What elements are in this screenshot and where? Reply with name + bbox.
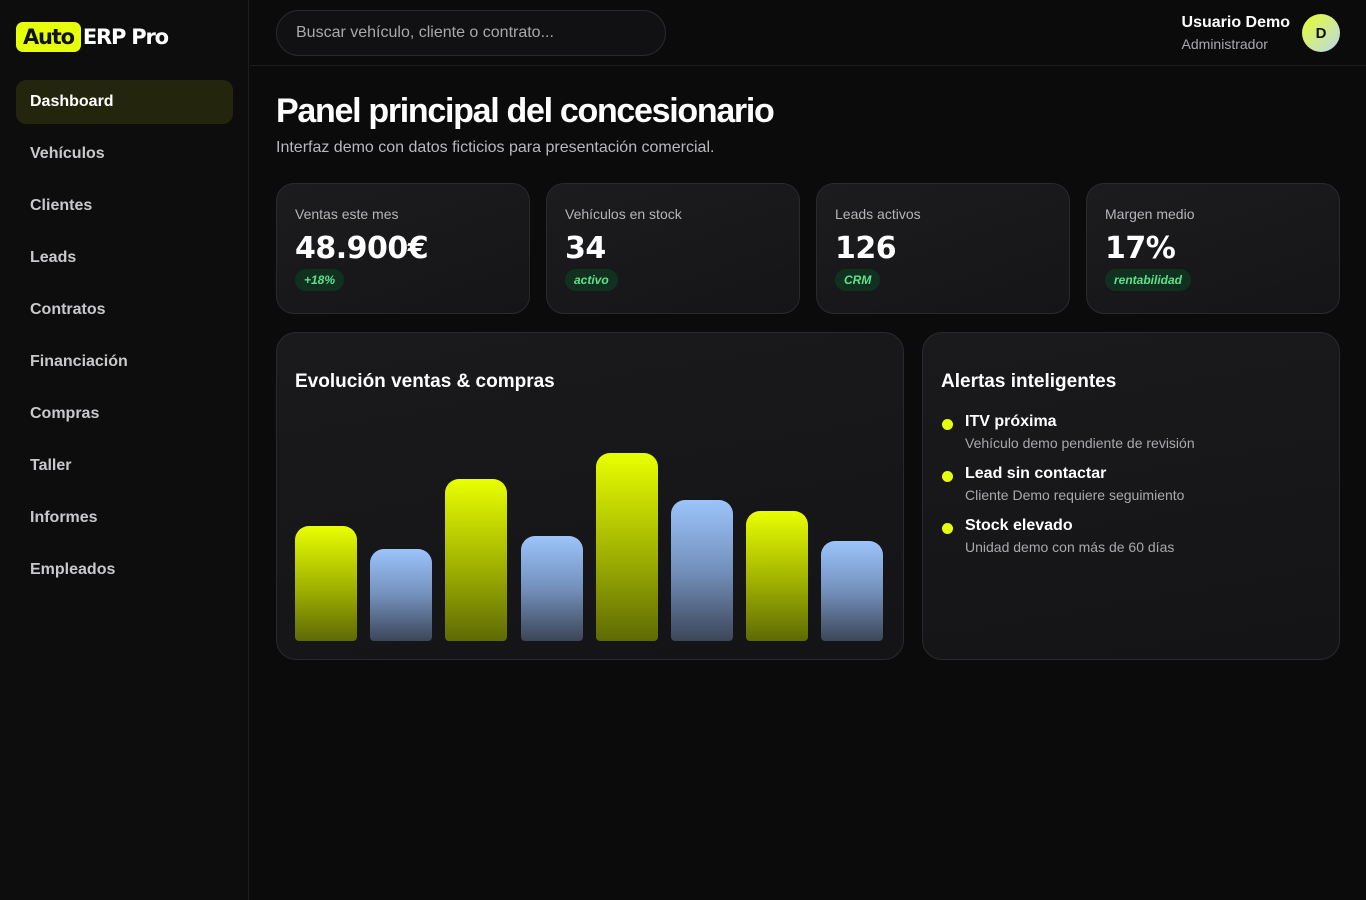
sidebar-nav: Dashboard Vehículos Clientes Leads Contr… bbox=[16, 80, 233, 600]
stat-card-leads[interactable]: Leads activos 126 CRM bbox=[816, 183, 1070, 314]
sidebar-item-financiacion[interactable]: Financiación bbox=[30, 353, 128, 370]
bar-purchases-2[interactable] bbox=[370, 549, 433, 641]
alert-title: Lead sin contactar bbox=[965, 465, 1107, 482]
stat-value: 17% bbox=[1105, 231, 1176, 266]
topbar: Usuario Demo Administrador bbox=[250, 0, 1366, 66]
stat-badge: rentabilidad bbox=[1105, 269, 1192, 291]
sidebar-item-compras[interactable]: Compras bbox=[30, 405, 100, 422]
stat-value: 34 bbox=[565, 231, 606, 266]
page-subtitle: Interfaz demo con datos ficticios para p… bbox=[276, 139, 715, 156]
sidebar-item-dashboard[interactable]: Dashboard bbox=[16, 80, 233, 124]
user-name: Usuario Demo bbox=[1181, 14, 1290, 31]
sidebar-item-leads[interactable]: Leads bbox=[30, 249, 77, 266]
alert-desc: Unidad demo con más de 60 días bbox=[965, 539, 1175, 555]
alerts-panel: Alertas inteligentes ITV próxima Vehícul… bbox=[922, 332, 1340, 660]
alert-item[interactable]: Lead sin contactar Cliente Demo requiere… bbox=[941, 465, 1321, 517]
alert-dot-icon bbox=[942, 471, 953, 482]
stat-cards: Ventas este mes 48.900€ +18% Vehículos e… bbox=[276, 183, 1340, 314]
sidebar-item-taller[interactable]: Taller bbox=[30, 457, 72, 474]
stat-card-sales[interactable]: Ventas este mes 48.900€ +18% bbox=[276, 183, 530, 314]
sales-chart-panel: Evolución ventas & compras bbox=[276, 332, 904, 660]
brand-name: ERP Pro bbox=[82, 25, 169, 49]
sidebar-item-informes[interactable]: Informes bbox=[30, 509, 98, 526]
bar-sales-3[interactable] bbox=[445, 479, 508, 641]
stat-badge: CRM bbox=[835, 269, 881, 291]
stat-label: Leads activos bbox=[835, 206, 921, 222]
search-input[interactable] bbox=[276, 10, 666, 56]
bar-sales-7[interactable] bbox=[746, 511, 809, 641]
brand-badge: Auto bbox=[16, 22, 81, 52]
avatar[interactable]: D bbox=[1302, 14, 1340, 52]
bar-sales-1[interactable] bbox=[295, 526, 357, 641]
stat-label: Vehículos en stock bbox=[565, 206, 682, 222]
sidebar-item-vehiculos[interactable]: Vehículos bbox=[30, 145, 105, 162]
bar-purchases-6[interactable] bbox=[671, 500, 733, 641]
user-role: Administrador bbox=[1181, 36, 1268, 52]
stat-label: Margen medio bbox=[1105, 206, 1195, 222]
bar-purchases-4[interactable] bbox=[520, 536, 583, 641]
chart-title: Evolución ventas & compras bbox=[295, 371, 555, 392]
page-title: Panel principal del concesionario bbox=[276, 92, 775, 130]
stat-badge: activo bbox=[565, 269, 618, 291]
alert-dot-icon bbox=[942, 523, 953, 534]
sidebar-item-contratos[interactable]: Contratos bbox=[30, 301, 106, 318]
alerts-title: Alertas inteligentes bbox=[941, 371, 1117, 392]
brand-logo[interactable]: Auto ERP Pro bbox=[16, 22, 169, 52]
stat-badge: +18% bbox=[295, 269, 345, 291]
alert-dot-icon bbox=[942, 419, 953, 430]
alert-item[interactable]: Stock elevado Unidad demo con más de 60 … bbox=[941, 517, 1321, 569]
alert-desc: Cliente Demo requiere seguimiento bbox=[965, 487, 1185, 503]
stat-value: 126 bbox=[835, 231, 897, 266]
stat-card-margin[interactable]: Margen medio 17% rentabilidad bbox=[1086, 183, 1340, 314]
stat-card-stock[interactable]: Vehículos en stock 34 activo bbox=[546, 183, 800, 314]
sidebar-item-clientes[interactable]: Clientes bbox=[30, 197, 93, 214]
bar-sales-5[interactable] bbox=[595, 453, 658, 641]
bar-chart bbox=[277, 333, 905, 661]
alert-title: ITV próxima bbox=[965, 413, 1057, 430]
alert-desc: Vehículo demo pendiente de revisión bbox=[965, 435, 1195, 451]
alert-title: Stock elevado bbox=[965, 517, 1073, 534]
sidebar-item-empleados[interactable]: Empleados bbox=[30, 561, 116, 578]
user-info[interactable]: Usuario Demo Administrador bbox=[1182, 13, 1290, 55]
alert-list: ITV próxima Vehículo demo pendiente de r… bbox=[941, 413, 1321, 569]
stat-value: 48.900€ bbox=[295, 231, 429, 266]
stat-label: Ventas este mes bbox=[295, 206, 399, 222]
bar-purchases-8[interactable] bbox=[821, 541, 884, 641]
alert-item[interactable]: ITV próxima Vehículo demo pendiente de r… bbox=[941, 413, 1321, 465]
sidebar: Auto ERP Pro Dashboard Vehículos Cliente… bbox=[0, 0, 249, 900]
